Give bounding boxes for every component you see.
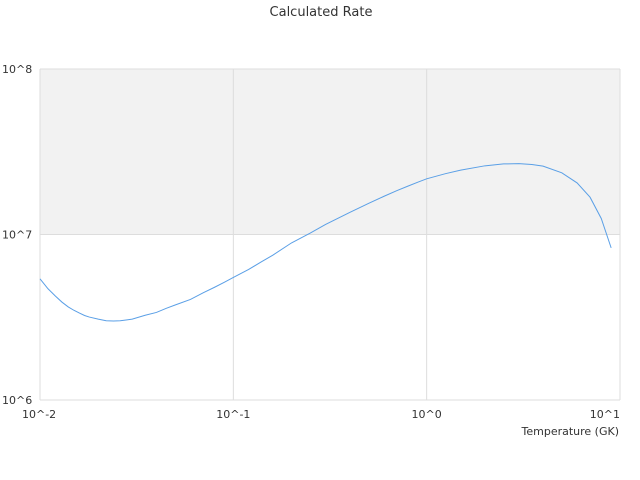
- shaded-band: [40, 69, 620, 235]
- tick-labels: 10^6 10^7 10^8 10^-2 10^-1 10^0 10^1: [2, 63, 620, 421]
- x-tick-label: 10^1: [590, 408, 620, 421]
- chart-title: Calculated Rate: [270, 5, 373, 20]
- y-tick-label: 10^6: [2, 394, 32, 407]
- y-tick-label: 10^8: [2, 63, 32, 76]
- x-tick-label: 10^-2: [22, 408, 56, 421]
- series-group: [39, 163, 612, 322]
- gridlines: [39, 68, 621, 401]
- x-axis-label: Temperature (GK): [521, 425, 620, 438]
- x-tick-label: 10^0: [412, 408, 442, 421]
- series-line: [39, 163, 612, 322]
- x-tick-label: 10^-1: [216, 408, 250, 421]
- y-tick-label: 10^7: [2, 229, 32, 242]
